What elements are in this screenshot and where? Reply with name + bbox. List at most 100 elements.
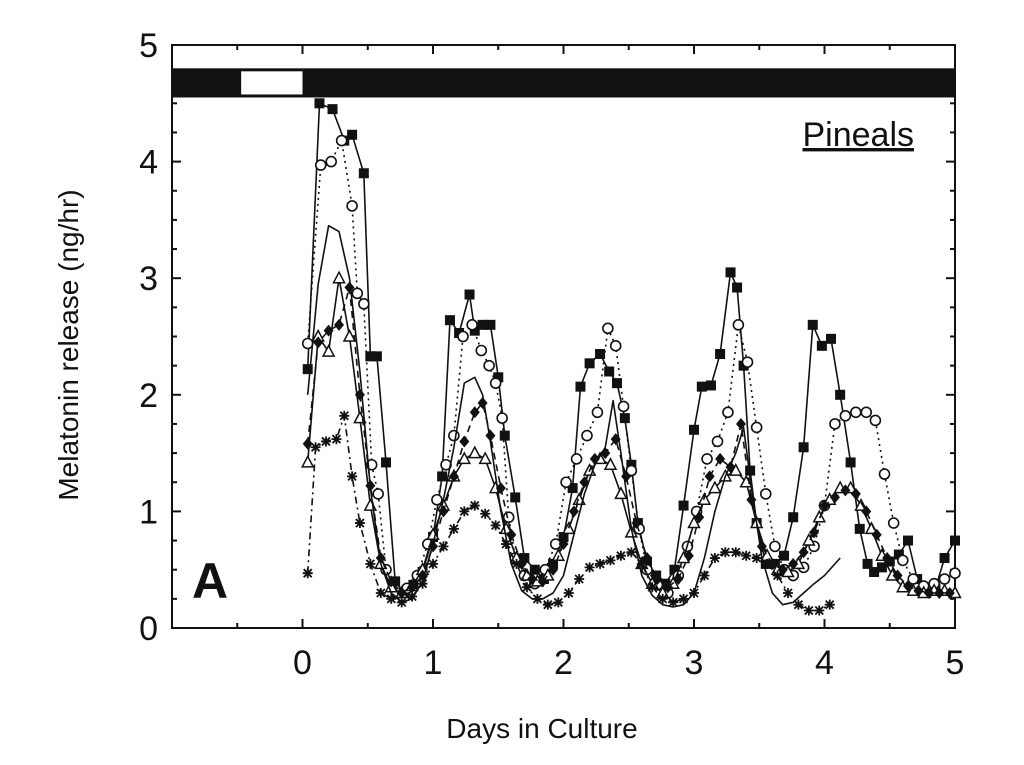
data-point-circle [483, 359, 495, 372]
data-point-circle [602, 322, 614, 335]
data-point-triangle [321, 344, 336, 357]
data-point-square [669, 564, 680, 575]
data-point-circle [591, 406, 604, 419]
data-point-square [575, 381, 586, 392]
data-point-diamond [788, 557, 799, 570]
series-line [306, 414, 831, 612]
data-point-square [595, 348, 606, 359]
data-point-diamond [558, 538, 569, 551]
data-point-diamond [485, 429, 496, 442]
data-point-square [725, 267, 736, 278]
data-point-diamond [652, 573, 663, 586]
data-point-circle [869, 414, 882, 427]
data-point-circle [949, 567, 961, 579]
data-point-asterisk [386, 593, 397, 604]
data-point-circle [581, 429, 593, 442]
data-point-circle [938, 573, 951, 585]
data-point-diamond [882, 552, 893, 565]
data-point-square [477, 319, 488, 330]
x-tick-label: 1 [424, 644, 443, 682]
data-point-square [862, 558, 873, 569]
x-tick-label: 2 [554, 644, 573, 682]
data-point-circle [466, 319, 478, 331]
data-point-asterisk [417, 578, 428, 589]
data-point-asterisk [595, 558, 606, 569]
data-point-asterisk [636, 558, 647, 569]
data-point-triangle [551, 548, 566, 561]
data-point-square [779, 550, 790, 561]
data-point-triangle [812, 509, 827, 523]
data-point-diamond [313, 336, 324, 349]
panel-label: A [192, 553, 228, 609]
data-point-diamond [683, 549, 694, 562]
y-tick-label: 3 [139, 260, 158, 298]
data-point-circle [301, 337, 314, 350]
data-point-square [732, 282, 743, 293]
data-point-square [619, 413, 630, 424]
x-tick-label: 4 [815, 644, 834, 682]
data-point-square [798, 442, 809, 453]
data-point-circle [609, 340, 622, 352]
series-line [306, 277, 956, 594]
data-point-asterisk [730, 547, 741, 558]
data-point-triangle [687, 515, 701, 529]
data-point-circle [750, 421, 763, 434]
data-point-asterisk [772, 570, 783, 581]
data-point-diamond [323, 324, 334, 337]
data-point-square [696, 381, 707, 392]
data-point-asterisk [626, 547, 637, 558]
data-point-square [485, 319, 496, 330]
data-point-diamond [548, 563, 559, 576]
data-point-asterisk [814, 605, 825, 616]
data-point-asterisk [501, 539, 512, 550]
data-point-triangle [300, 454, 315, 468]
data-point-square [358, 168, 369, 179]
data-point-diamond [396, 587, 407, 600]
x-tick-label: 5 [946, 644, 965, 682]
data-point-square [612, 378, 623, 389]
data-point-diamond [871, 528, 882, 541]
data-point-triangle [541, 567, 555, 581]
data-point-square [519, 553, 530, 564]
data-point-triangle [478, 451, 492, 465]
data-point-asterisk [709, 553, 720, 564]
data-point-asterisk [751, 553, 762, 564]
data-point-diamond [407, 581, 418, 594]
data-point-asterisk [668, 597, 679, 608]
data-point-circle [711, 435, 724, 448]
data-point-asterisk [803, 605, 814, 616]
data-point-triangle [468, 445, 482, 459]
data-point-circle [448, 429, 460, 442]
data-point-square [567, 483, 578, 494]
data-point-square [835, 389, 846, 400]
data-point-circle [502, 511, 515, 524]
data-point-asterisk [320, 436, 331, 447]
data-point-square [302, 364, 313, 375]
data-point-diamond [469, 406, 480, 419]
y-tick-label: 5 [139, 27, 158, 65]
data-point-asterisk [824, 599, 835, 610]
data-point-asterisk [657, 593, 668, 604]
data-point-diamond [631, 517, 642, 530]
data-point-asterisk [339, 410, 350, 421]
x-axis-label: Days in Culture [446, 713, 637, 744]
data-point-circle [759, 488, 772, 500]
data-point-square [437, 471, 448, 482]
data-point-square [371, 351, 382, 362]
data-point-square [493, 372, 504, 383]
data-point-diamond [913, 584, 924, 597]
data-point-circle [325, 155, 338, 168]
data-point-circle [769, 540, 781, 553]
data-point-circle [860, 406, 873, 419]
data-point-asterisk [615, 550, 626, 561]
data-point-square [745, 465, 756, 476]
data-point-asterisk [354, 518, 365, 529]
data-point-diamond [506, 528, 517, 541]
data-point-asterisk [375, 588, 386, 599]
data-point-circle [896, 554, 909, 567]
data-point-square [826, 333, 837, 344]
series-line [306, 286, 950, 594]
data-point-circle [839, 409, 852, 422]
data-point-diamond [923, 587, 934, 600]
